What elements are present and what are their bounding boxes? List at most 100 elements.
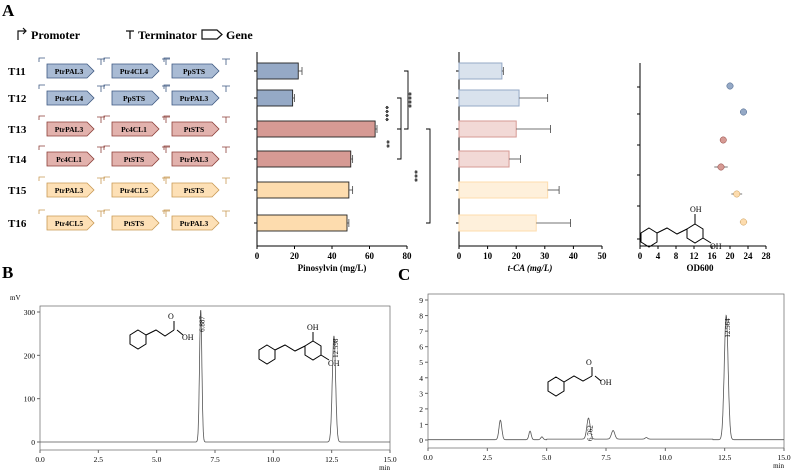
peak-label: 6.762 xyxy=(586,425,594,441)
promoter-icon xyxy=(163,145,170,150)
y-tick-label: 5 xyxy=(419,358,423,367)
x-tick-label: 12.5 xyxy=(325,455,338,464)
promoter-icon xyxy=(17,27,27,40)
significance-bracket xyxy=(397,128,402,160)
gene-arrow xyxy=(46,121,95,137)
terminator-icon xyxy=(126,30,134,39)
x-tick-label: 15.0 xyxy=(777,453,790,462)
significance-label: *** xyxy=(413,170,422,182)
gene-arrow xyxy=(46,63,95,79)
gene-arrow xyxy=(46,182,95,198)
terminator-icon xyxy=(162,210,170,217)
svg-text:OH: OH xyxy=(307,323,319,332)
gene-arrow xyxy=(171,182,220,198)
svg-text:O: O xyxy=(168,312,174,321)
promoter-icon xyxy=(163,115,170,120)
gene-arrow xyxy=(46,151,95,167)
x-tick-label: 28 xyxy=(762,251,772,261)
od600-chart: 0 4 8 12 16 20 24 28 OD600 xyxy=(637,63,771,273)
bar-T13 xyxy=(256,120,376,138)
panel-label-c: C xyxy=(398,265,410,284)
strain-label: T14 xyxy=(8,154,27,166)
bar-T11 xyxy=(458,62,503,80)
point-T14 xyxy=(717,163,725,171)
x-tick-label: 10.0 xyxy=(659,453,672,462)
terminator-icon xyxy=(162,58,170,65)
cinnamic-acid-structure-c: O OH xyxy=(547,358,612,397)
x-tick-label: 8 xyxy=(674,251,679,261)
x-tick-label: 16 xyxy=(708,251,718,261)
svg-text:OH: OH xyxy=(182,333,194,342)
tca-chart: 0 10 20 30 40 50 t-CA (mg/L) xyxy=(456,52,607,273)
x-tick-label: 40 xyxy=(569,251,579,261)
promoter-icon xyxy=(103,145,110,150)
x-tick-label: 4 xyxy=(656,251,661,261)
gene-label: PtrPAL3 xyxy=(180,155,209,164)
peak-label: 12.598 xyxy=(332,338,340,358)
gene-arrow xyxy=(171,215,220,231)
gene-label: PtrPAL3 xyxy=(180,94,209,103)
x-tick-label: 12 xyxy=(690,251,700,261)
gene-label: Pc4CL1 xyxy=(56,155,82,164)
y-tick-label: 4 xyxy=(419,374,423,383)
gene-label: PpSTS xyxy=(123,94,145,103)
terminator-icon xyxy=(222,210,230,217)
gene-label: PtrPAL3 xyxy=(180,219,209,228)
svg-text:OH: OH xyxy=(600,378,612,387)
gene-arrow xyxy=(171,63,220,79)
y-tick-label: 7 xyxy=(419,327,423,336)
bar-T15 xyxy=(256,181,350,199)
gene-label: PpSTS xyxy=(183,67,205,76)
significance-label: ** xyxy=(385,140,394,148)
bar-T16 xyxy=(458,214,537,232)
promoter-icon xyxy=(103,115,110,120)
gene-label: PtSTS xyxy=(184,125,204,134)
y-tick-label: 0 xyxy=(31,438,35,447)
significance-bracket xyxy=(426,128,431,224)
svg-text:O: O xyxy=(586,358,592,367)
promoter-icon xyxy=(103,84,110,89)
gene-label: PtSTS xyxy=(124,219,144,228)
significance-bracket xyxy=(397,97,402,130)
pinosylvin-structure-c: OH OH xyxy=(640,205,722,251)
promoter-icon xyxy=(38,115,45,120)
promoter-icon xyxy=(163,57,170,62)
x-tick-label: 0.0 xyxy=(35,455,45,464)
y-tick-label: 8 xyxy=(419,312,423,321)
significance-label: **** xyxy=(407,92,416,108)
bar-T12 xyxy=(256,89,294,107)
gene-constructs: T11 PtrPAL3 Ptr4CL4 PpSTS T12 Ptr4CL4 PpSTS Ptr… xyxy=(8,57,230,231)
x-axis-label: OD600 xyxy=(687,263,715,273)
promoter-icon xyxy=(38,176,45,181)
terminator-icon xyxy=(222,58,230,65)
bar-T15 xyxy=(458,181,549,199)
bar-T14 xyxy=(458,150,510,168)
terminator-icon xyxy=(222,177,230,184)
x-tick-label: 20 xyxy=(512,251,522,261)
gene-arrow xyxy=(171,121,220,137)
bar-T11 xyxy=(256,62,299,80)
terminator-icon xyxy=(162,177,170,184)
gene-label: Ptr4CL4 xyxy=(55,94,84,103)
point-T13 xyxy=(719,136,727,144)
strain-label: T13 xyxy=(8,124,27,136)
gene-label: Ptr4CL5 xyxy=(120,186,149,195)
gene-arrow xyxy=(46,90,95,106)
gene-label: PtrPAL3 xyxy=(55,67,84,76)
promoter-icon xyxy=(163,209,170,214)
x-tick-label: 15.0 xyxy=(383,455,396,464)
x-tick-label: 2.5 xyxy=(94,455,104,464)
bar-T13 xyxy=(458,120,517,138)
gene-icon xyxy=(201,29,223,40)
significance-label: **** xyxy=(384,106,393,122)
y-tick-label: 6 xyxy=(419,343,423,352)
terminator-icon xyxy=(222,85,230,92)
x-tick-label: 2.5 xyxy=(483,453,493,462)
gene-arrow xyxy=(111,182,160,198)
y-tick-label: 200 xyxy=(24,351,36,360)
terminator-icon xyxy=(162,85,170,92)
x-tick-label: 60 xyxy=(365,251,375,261)
peak-label: 6.887 xyxy=(199,316,207,332)
